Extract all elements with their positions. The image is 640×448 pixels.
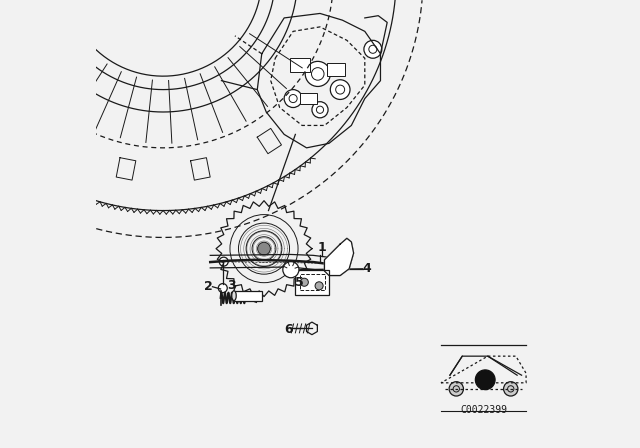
Circle shape — [305, 61, 330, 86]
Circle shape — [312, 102, 328, 118]
Polygon shape — [324, 238, 353, 276]
Circle shape — [219, 257, 228, 266]
Circle shape — [449, 382, 463, 396]
Circle shape — [284, 90, 302, 108]
Text: 5: 5 — [296, 276, 304, 289]
Ellipse shape — [232, 291, 236, 301]
Text: 2: 2 — [204, 280, 212, 293]
Bar — [327, 63, 345, 76]
Text: C0022399: C0022399 — [460, 405, 507, 415]
Bar — [300, 274, 325, 290]
Bar — [234, 291, 262, 301]
Text: 6: 6 — [284, 323, 293, 336]
Circle shape — [258, 242, 270, 255]
Text: 3: 3 — [227, 279, 236, 293]
Circle shape — [476, 370, 495, 390]
Text: 1: 1 — [317, 241, 326, 254]
Circle shape — [504, 382, 518, 396]
Circle shape — [364, 40, 382, 58]
Text: 4: 4 — [363, 262, 371, 276]
Circle shape — [300, 278, 308, 286]
Circle shape — [330, 80, 350, 99]
Bar — [300, 93, 317, 104]
Bar — [296, 270, 330, 295]
Bar — [290, 58, 310, 72]
Circle shape — [283, 262, 299, 278]
Circle shape — [315, 282, 323, 290]
Circle shape — [218, 284, 227, 293]
